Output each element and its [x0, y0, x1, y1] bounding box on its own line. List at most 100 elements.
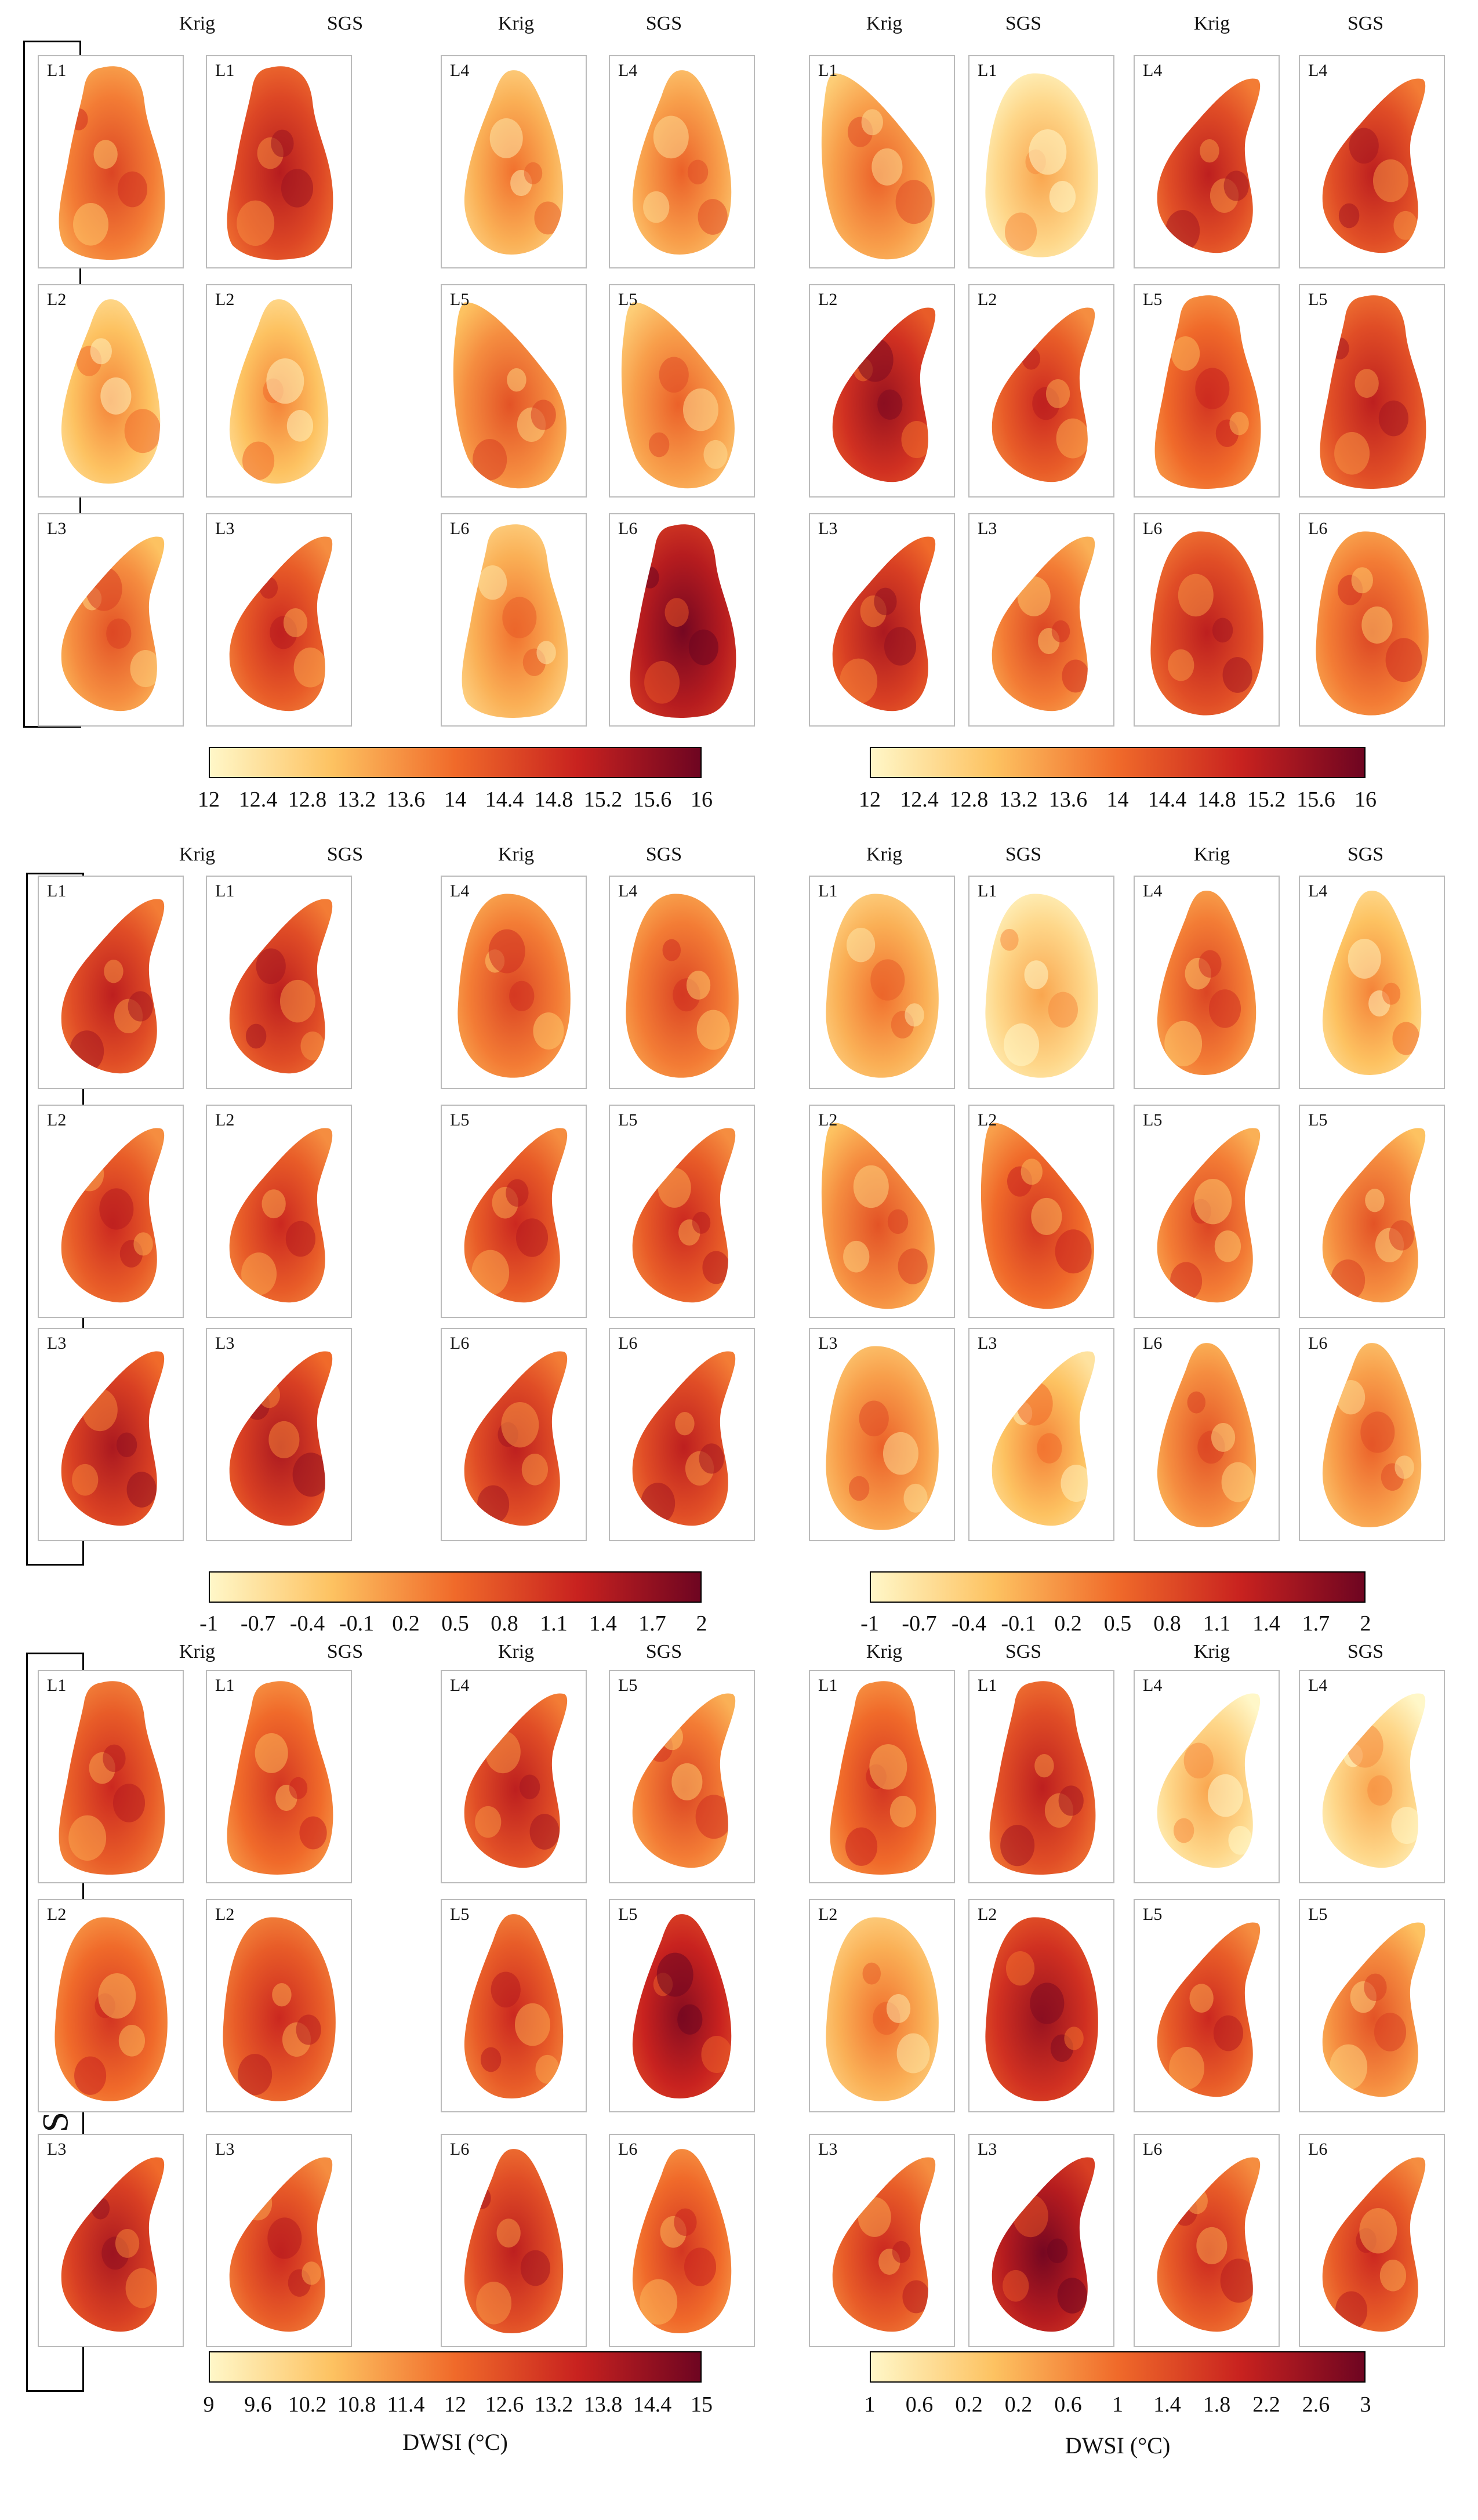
hotspot — [520, 2250, 550, 2286]
field-map — [59, 1681, 165, 1875]
hotspot — [1207, 1774, 1243, 1817]
field-map — [1322, 1343, 1422, 1527]
map-panel: L2 — [38, 1899, 184, 2112]
hotspot — [480, 2047, 502, 2072]
hotspot — [858, 2197, 891, 2237]
hotspot — [1005, 212, 1037, 251]
colorbar-tick-label: 0.8 — [491, 1611, 518, 1636]
column-header: Krig — [1193, 13, 1230, 34]
hotspot — [1003, 2270, 1029, 2302]
colorbar-tick-label: 14.4 — [485, 787, 524, 812]
panel-label: L5 — [618, 1110, 638, 1130]
hotspot — [644, 661, 680, 704]
map-panel: L5 — [609, 284, 755, 498]
panel-label: L1 — [978, 1676, 997, 1695]
hotspot — [1196, 2227, 1228, 2264]
hotspot — [1173, 1818, 1194, 1843]
hotspot — [70, 1030, 104, 1072]
panel-label: L2 — [47, 290, 67, 309]
hotspot — [846, 928, 876, 963]
hotspot — [869, 1744, 907, 1790]
hotspot — [1364, 1973, 1387, 2002]
hotspot — [115, 2229, 140, 2258]
hotspot — [73, 203, 109, 246]
map-panel: L4 — [1134, 55, 1280, 268]
field-map — [830, 1681, 936, 1875]
hotspot — [296, 2014, 321, 2045]
map-panel: L6 — [441, 1328, 587, 1541]
hotspot — [898, 1248, 928, 1284]
hotspot — [507, 368, 526, 392]
panel-label: L1 — [215, 881, 235, 900]
map-panel: L6 — [1134, 2134, 1280, 2347]
panel-label: L1 — [47, 61, 67, 80]
panel-label: L1 — [818, 881, 838, 900]
map-panel: L5 — [1134, 1899, 1280, 2112]
hotspot — [1021, 1159, 1043, 1185]
field-map — [992, 2157, 1095, 2332]
colorbar-tick-label: 1.4 — [589, 1611, 617, 1636]
map-panel: L6 — [1299, 1328, 1445, 1541]
panel-label: L5 — [450, 1110, 470, 1130]
map-panel: L6 — [1134, 513, 1280, 727]
column-header: SGS — [1347, 1641, 1384, 1662]
panel-label: L3 — [47, 1334, 67, 1353]
hotspot — [1169, 2047, 1205, 2090]
map-panel: L6 — [609, 513, 755, 727]
colorbar-tick-label: -0.1 — [1001, 1611, 1036, 1636]
hotspot — [661, 1724, 683, 1751]
hotspot — [695, 1795, 732, 1839]
field-map — [227, 1681, 333, 1875]
hotspot — [519, 1774, 540, 1800]
hotspot — [91, 2197, 110, 2220]
hotspot — [116, 1432, 137, 1458]
field-map — [821, 1123, 935, 1309]
hotspot — [125, 2268, 159, 2308]
panel-label: L2 — [818, 1110, 838, 1130]
hotspot — [696, 1010, 730, 1050]
hotspot — [1222, 657, 1252, 693]
column-header: Krig — [866, 13, 903, 34]
hotspot — [1395, 1455, 1414, 1479]
hotspot — [531, 400, 556, 430]
hotspot — [1183, 1742, 1214, 1779]
panel-label: L3 — [215, 2140, 235, 2159]
panel-label: L6 — [1308, 519, 1328, 538]
colorbar-tick-label: 12.8 — [288, 787, 327, 812]
colorbar-tick-label: 12.6 — [485, 2392, 524, 2417]
hotspot — [93, 140, 118, 169]
colorbar — [870, 747, 1366, 778]
panel-label: L5 — [618, 1905, 638, 1924]
field-map — [229, 899, 333, 1074]
panel-label: L4 — [450, 61, 470, 80]
panel-label: L6 — [450, 519, 470, 538]
field-map — [1157, 2157, 1261, 2332]
hotspot — [1012, 2194, 1048, 2238]
colorbar-tick-label: 9 — [203, 2392, 215, 2417]
panel-label: L1 — [215, 1676, 235, 1695]
map-panel: L3 — [968, 513, 1114, 727]
hotspot — [1055, 1229, 1092, 1274]
field-map — [464, 1128, 568, 1303]
column-header: SGS — [1005, 844, 1042, 865]
hotspot — [1335, 2291, 1368, 2330]
hotspot — [653, 115, 689, 159]
map-panel: L1 — [206, 55, 352, 268]
map-panel: L1 — [809, 876, 955, 1089]
hotspot — [853, 1165, 889, 1208]
colorbar-tick-label: 0.8 — [1153, 1611, 1181, 1636]
hotspot — [1034, 1754, 1054, 1778]
colorbar-tick-label: 1 — [1112, 2392, 1123, 2417]
panel-label: L3 — [215, 1334, 235, 1353]
field-map — [992, 1351, 1095, 1526]
field-map — [229, 299, 329, 484]
hotspot — [1178, 573, 1214, 617]
field-map — [992, 307, 1095, 482]
field-map — [832, 536, 936, 711]
panel-label: L3 — [818, 519, 838, 538]
map-panel: L6 — [1299, 2134, 1445, 2347]
field-map — [826, 1346, 939, 1530]
hotspot — [491, 1971, 521, 2008]
hotspot — [524, 162, 543, 184]
hotspot — [1348, 939, 1381, 979]
